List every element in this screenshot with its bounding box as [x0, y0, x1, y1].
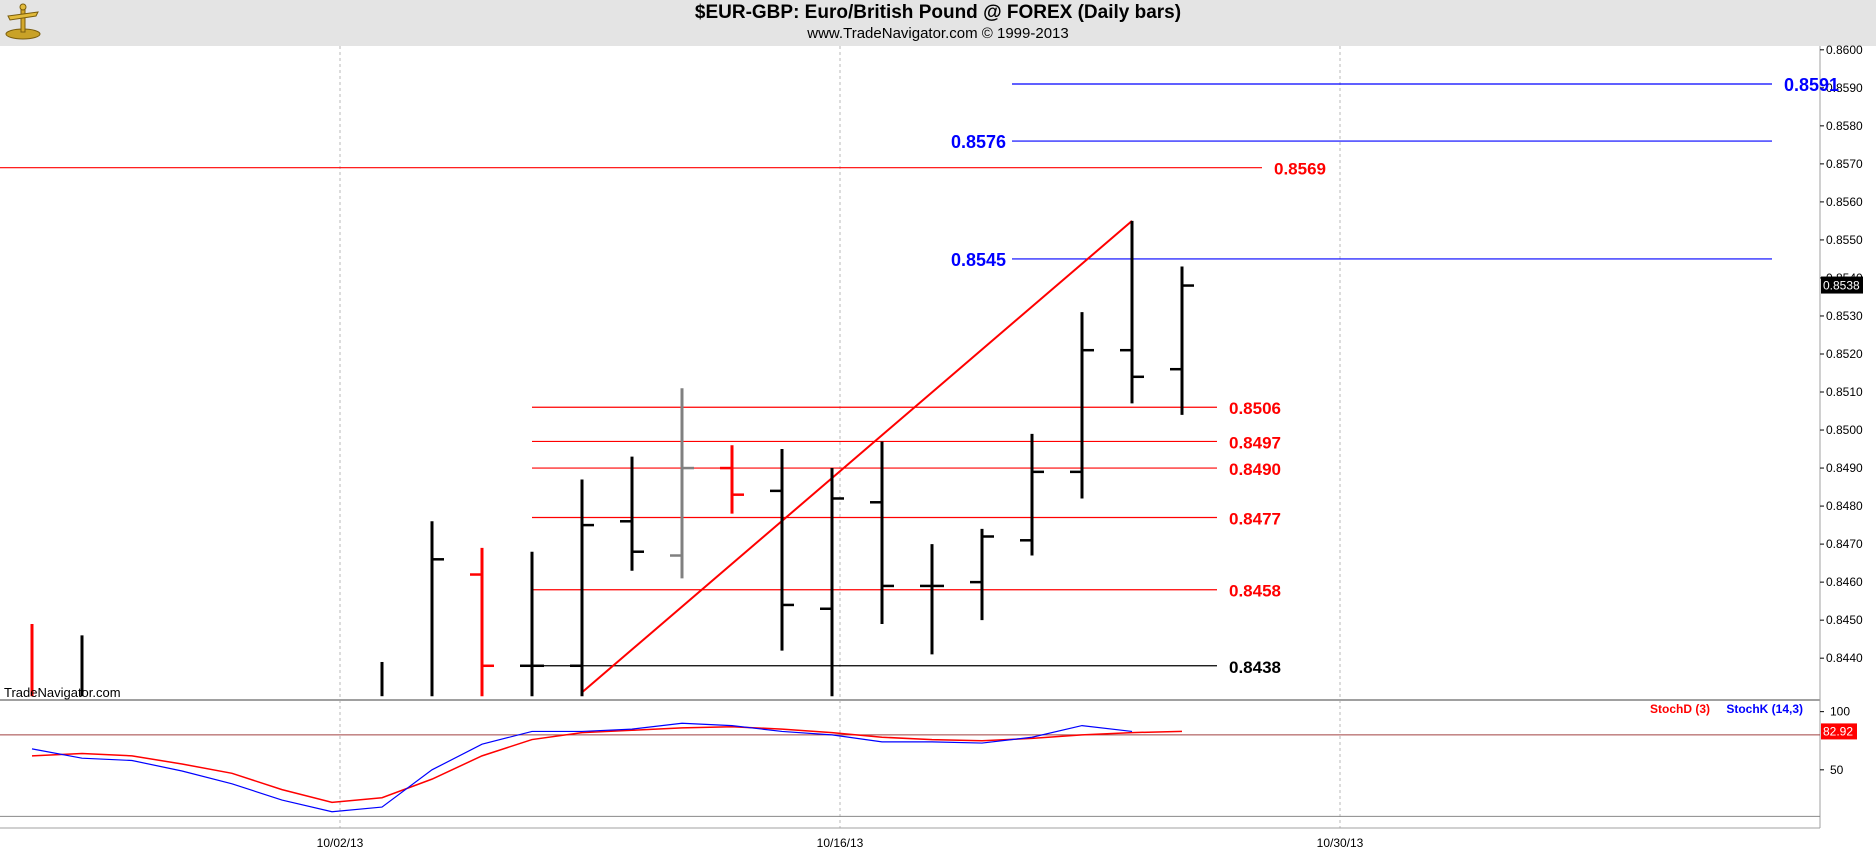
y-tick-label: 0.8480 [1826, 499, 1863, 513]
y-tick-label: 0.8500 [1826, 423, 1863, 437]
watermark-text: TradeNavigator.com [4, 685, 121, 700]
tradenavigator-logo-icon [5, 3, 41, 40]
ohlc-bar-18 [920, 544, 944, 655]
trendline [581, 220, 1133, 694]
level-label-0.8591: 0.8591 [1784, 75, 1839, 95]
ohlc-bar-23 [1170, 266, 1194, 415]
ohlc-bar-20 [1020, 433, 1044, 556]
ohlc-bar-21 [1070, 312, 1094, 499]
y-tick-label: 0.8530 [1826, 309, 1863, 323]
y-tick-label: 0.8510 [1826, 385, 1863, 399]
y-tick-label: 0.8550 [1826, 233, 1863, 247]
chart-header [0, 0, 1876, 46]
x-tick-label: 10/16/13 [817, 836, 864, 850]
level-label-0.8545: 0.8545 [951, 250, 1006, 270]
ohlc-bar-11 [570, 479, 594, 697]
y-tick-label: 0.8570 [1826, 157, 1863, 171]
ohlc-bar-10 [520, 551, 544, 697]
y-tick-label: 0.8560 [1826, 195, 1863, 209]
stoch-k-line [31, 722, 1133, 813]
last-price-label: 0.8538 [1823, 279, 1860, 293]
ohlc-bar-17 [870, 441, 894, 624]
ohlc-bar-12 [620, 456, 644, 571]
level-label-0.8477: 0.8477 [1229, 509, 1281, 528]
level-label-0.8569: 0.8569 [1274, 160, 1326, 179]
chart-title: $EUR-GBP: Euro/British Pound @ FOREX (Da… [694, 2, 1182, 23]
y-tick-label: 0.8590 [1826, 81, 1863, 95]
x-tick-label: 10/02/13 [317, 836, 364, 850]
level-label-0.8458: 0.8458 [1229, 582, 1281, 601]
y-tick-label: 0.8460 [1826, 575, 1863, 589]
y-tick-label: 0.8600 [1826, 43, 1863, 57]
ohlc-bar-22 [1120, 220, 1144, 404]
stoch-legend-k: StochK (14,3) [1726, 702, 1803, 716]
ohlc-bar-9 [470, 547, 494, 697]
y-tick-label: 0.8450 [1826, 613, 1863, 627]
y-tick-label: 0.8470 [1826, 537, 1863, 551]
stoch-y-tick-label: 50 [1830, 763, 1844, 777]
ohlc-bar-15 [770, 449, 794, 651]
ohlc-bar-14 [720, 445, 744, 514]
level-label-0.8497: 0.8497 [1229, 433, 1281, 452]
level-label-0.8506: 0.8506 [1229, 399, 1281, 418]
level-label-0.8576: 0.8576 [951, 132, 1006, 152]
ohlc-bar-16 [820, 468, 844, 697]
stoch-last-box [1821, 723, 1857, 740]
y-tick-label: 0.8580 [1826, 119, 1863, 133]
stoch-d-line [31, 726, 1183, 804]
x-tick-label: 10/30/13 [1317, 836, 1364, 850]
ohlc-bar-19 [970, 528, 994, 621]
ohlc-bar-8 [430, 521, 444, 697]
y-tick-label: 0.8490 [1826, 461, 1863, 475]
stoch-y-tick-label: 100 [1830, 705, 1850, 719]
stoch-last-label: 82.92 [1823, 724, 1853, 738]
ohlc-bars [30, 220, 1194, 697]
y-tick-label: 0.8520 [1826, 347, 1863, 361]
level-label-0.8438: 0.8438 [1229, 658, 1281, 677]
stoch-legend-d: StochD (3) [1650, 702, 1710, 716]
last-price-box [1821, 276, 1863, 294]
chart-subtitle: www.TradeNavigator.com © 1999-2013 [807, 25, 1069, 42]
y-tick-label: 0.8440 [1826, 651, 1863, 665]
level-label-0.8490: 0.8490 [1229, 460, 1281, 479]
ohlc-bar-13 [670, 388, 694, 579]
